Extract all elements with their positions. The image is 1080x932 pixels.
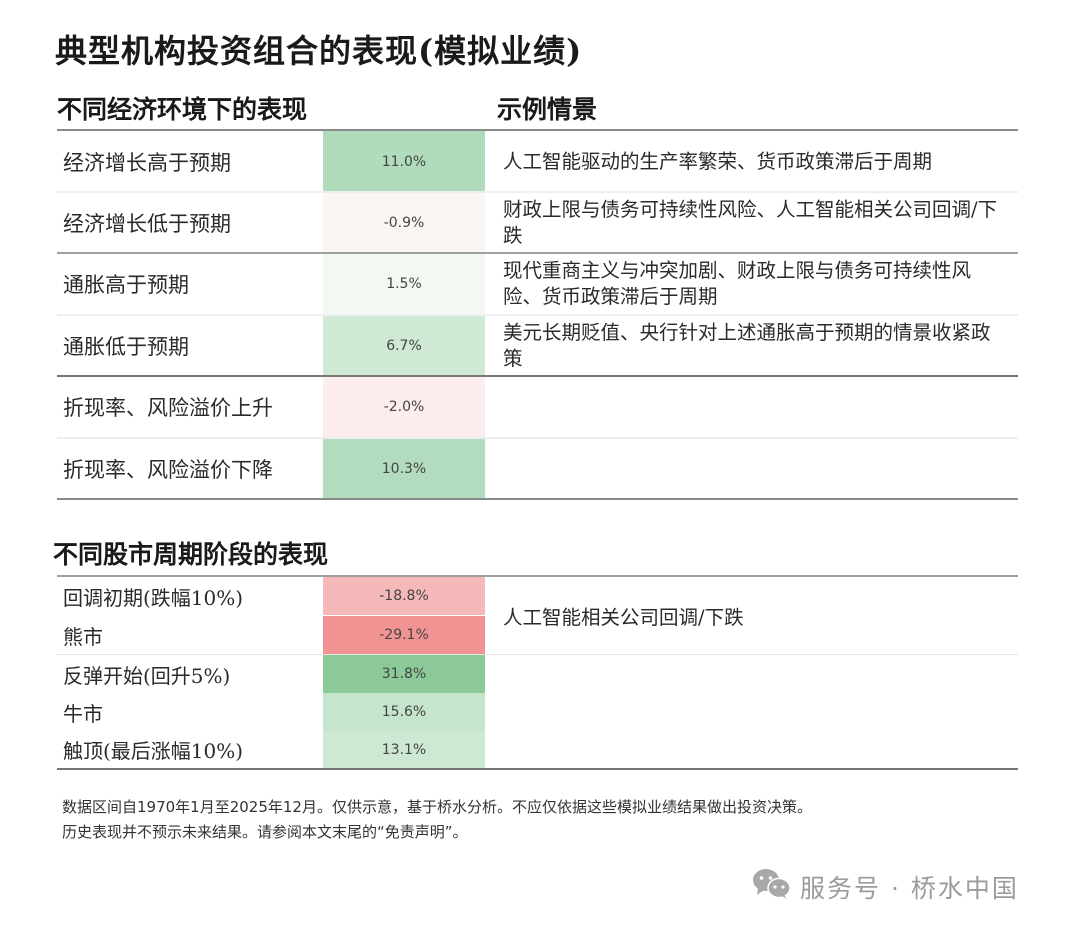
scenario-heading: 示例情景 [497,95,598,124]
row-label: 牛市 [63,701,103,726]
section1-heading: 不同经济环境下的表现 [57,95,308,124]
row-label: 经济增长高于预期 [63,150,231,175]
section2-heading: 不同股市周期阶段的表现 [53,540,329,569]
row-divider [57,437,1018,439]
market-cycle-table: 回调初期(跌幅10%) -18.8% 熊市 -29.1% 人工智能相关公司回调/… [57,575,1018,770]
footnote-line-2: 历史表现并不预示未来结果。请参阅本文末尾的“免责声明”。 [62,823,468,841]
table-row: 反弹开始(回升5%) 31.8% [57,655,1018,693]
row-label: 折现率、风险溢价上升 [63,396,273,420]
table-row: 经济增长低于预期 -0.9% 财政上限与债务可持续性风险、人工智能相关公司回调/… [57,193,1018,252]
row-scenario [485,439,1018,498]
table-row: 牛市 15.6% [57,693,1018,731]
table-row: 通胀高于预期 1.5% 现代重商主义与冲突加剧、财政上限与债务可持续性风险、货币… [57,254,1018,314]
table-row: 折现率、风险溢价下降 10.3% [57,439,1018,498]
row-label: 触顶(最后涨幅10%) [63,739,244,763]
row-value: 1.5% [323,254,485,314]
table-row: 触顶(最后涨幅10%) 13.1% [57,731,1018,768]
row-value: 10.3% [323,439,485,498]
table-row: 通胀低于预期 6.7% 美元长期贬值、央行针对上述通胀高于预期的情景收紧政策 [57,316,1018,375]
watermark: 服务号 · 桥水中国 [752,868,1019,906]
row-label: 回调初期(跌幅10%) [63,585,244,610]
table-row: 折现率、风险溢价上升 -2.0% [57,377,1018,437]
group-divider [57,375,1018,377]
table-row: 熊市 -29.1% [57,616,1018,654]
wechat-icon [752,868,792,906]
row-scenario: 财政上限与债务可持续性风险、人工智能相关公司回调/下跌 [503,197,998,247]
table-top-rule [57,575,1018,577]
row-label: 折现率、风险溢价下降 [63,457,273,482]
row-scenario: 人工智能驱动的生产率繁荣、货币政策滞后于周期 [503,149,933,173]
page-title: 典型机构投资组合的表现(模拟业绩) [55,32,583,70]
row-scenario: 现代重商主义与冲突加剧、财政上限与债务可持续性风险、货币政策滞后于周期 [503,259,972,308]
row-value: 13.1% [323,731,485,768]
merged-scenario: 人工智能相关公司回调/下跌 [503,606,744,629]
watermark-text: 服务号 · 桥水中国 [800,874,1019,903]
row-value: 31.8% [323,655,485,693]
table-top-rule [57,129,1018,131]
group-divider [57,654,1018,655]
row-label: 通胀高于预期 [63,273,189,297]
footnote: 数据区间自1970年1月至2025年12月。仅供示意，基于桥水分析。不应仅依据这… [62,795,1052,845]
row-label: 通胀低于预期 [63,334,189,359]
row-value: -29.1% [323,616,485,654]
row-scenario [485,377,1018,437]
row-divider [57,191,1018,193]
row-label: 反弹开始(回升5%) [63,663,231,688]
row-value: -0.9% [323,193,485,252]
group-divider [57,252,1018,254]
table-bottom-rule [57,768,1018,770]
row-value: -2.0% [323,377,485,437]
table-row: 经济增长高于预期 11.0% 人工智能驱动的生产率繁荣、货币政策滞后于周期 [57,131,1018,192]
row-value: 15.6% [323,693,485,731]
row-label: 熊市 [63,624,103,649]
footnote-line-1: 数据区间自1970年1月至2025年12月。仅供示意，基于桥水分析。不应仅依据这… [62,798,812,816]
row-label: 经济增长低于预期 [63,211,231,236]
row-value: 6.7% [323,316,485,375]
row-scenario: 美元长期贬值、央行针对上述通胀高于预期的情景收紧政策 [503,320,991,370]
row-divider [57,314,1018,316]
table-bottom-rule [57,498,1018,500]
row-value: 11.0% [323,131,485,192]
row-value: -18.8% [323,577,485,615]
table-row: 回调初期(跌幅10%) -18.8% [57,577,1018,615]
